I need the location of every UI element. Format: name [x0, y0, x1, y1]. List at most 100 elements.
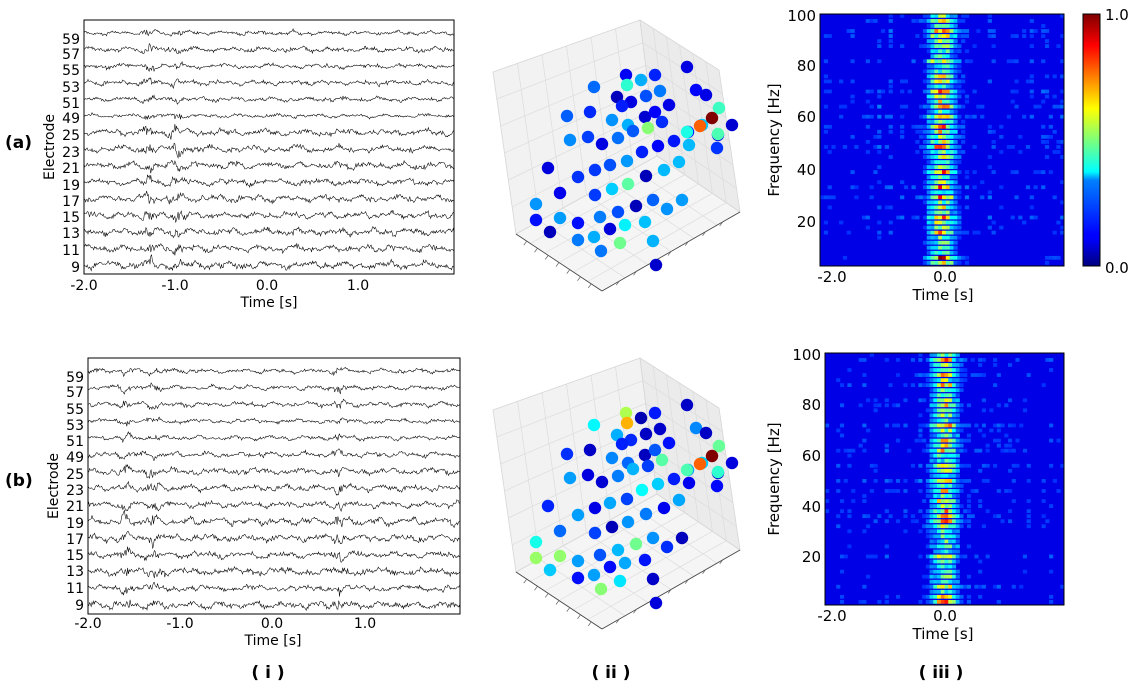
spectrogram-cell — [951, 484, 957, 488]
spectrogram-cell — [978, 428, 983, 433]
spectrogram-cell — [888, 383, 893, 388]
spectrogram-cell — [1056, 438, 1061, 443]
spectrogram-cell — [1006, 114, 1012, 119]
spectrogram-cell — [873, 468, 878, 473]
spectrogram-cell — [942, 84, 947, 89]
scatter3d-tick — [684, 579, 689, 584]
spectrogram-cell — [922, 134, 928, 139]
spectrogram-cell — [877, 165, 882, 169]
spectrogram-cell — [926, 200, 931, 205]
spectrogram-cell — [925, 584, 930, 589]
spectrogram-cell — [1010, 34, 1015, 38]
spectrogram-cell — [926, 190, 931, 195]
spectrogram-cell — [944, 519, 949, 524]
spectrogram-cell — [933, 393, 938, 398]
spectrogram-cell — [934, 250, 939, 255]
spectrogram-cell — [895, 594, 901, 599]
spectrogram-cell — [944, 594, 949, 599]
spectrogram-cell — [918, 463, 923, 468]
spectrogram-cell — [869, 489, 874, 493]
spectrogram-cell — [955, 363, 960, 367]
spectrogram-cell — [955, 398, 960, 403]
spectrogram-cell — [926, 69, 931, 74]
spectrogram-cell — [953, 64, 958, 69]
spectrogram-cell — [930, 235, 935, 240]
spectrogram-cell — [959, 524, 964, 529]
spectrogram-cell — [1025, 185, 1031, 190]
spectrogram-cell — [918, 398, 923, 403]
electrode-point — [595, 475, 609, 489]
scatter3d-gridline — [512, 471, 655, 546]
spectrogram-cell — [922, 170, 928, 175]
spectrogram-cell — [951, 393, 957, 398]
electrode-tick-label: 13 — [66, 564, 84, 580]
spectrogram-cell — [987, 14, 992, 18]
spectrogram-cell — [907, 448, 912, 453]
spectrogram-cell — [942, 180, 947, 185]
spectrogram-cell — [865, 225, 870, 230]
spectrogram-cell — [926, 44, 931, 49]
spectrogram-cell — [949, 170, 954, 175]
spectrogram-cell — [823, 145, 829, 149]
spectrogram-cell — [925, 489, 930, 493]
spectrogram-cell — [926, 104, 931, 109]
spectrogram-cell — [942, 124, 947, 129]
electrode-point — [660, 202, 674, 216]
spectrogram-cell — [934, 165, 939, 169]
spectrogram-cell — [944, 554, 949, 559]
spectrogram-cell — [925, 448, 930, 453]
spectrogram-cell — [940, 599, 945, 604]
spectrogram-cell — [873, 479, 878, 483]
spectrogram-cell — [884, 145, 890, 149]
spectrogram-cell — [944, 463, 949, 468]
spectrogram-cell — [949, 165, 954, 169]
spectrogram-cell — [1007, 443, 1013, 448]
spectrogram-cell — [937, 453, 942, 458]
spectrogram-cell — [966, 509, 972, 514]
spectrogram-cell — [957, 145, 962, 149]
spectrogram-cell — [925, 534, 930, 539]
spectrogram-cell — [918, 358, 923, 362]
spectrogram-cell — [944, 479, 949, 483]
spectrogram-cell — [877, 403, 882, 408]
time-tick-label: -1.0 — [166, 616, 193, 632]
spectrogram-cell — [865, 140, 870, 144]
scatter3d-tick — [523, 578, 528, 584]
spectrogram-cell — [839, 599, 845, 604]
spectrogram-cell — [869, 195, 874, 200]
spectrogram-cell — [963, 448, 968, 453]
spectrogram-cell — [942, 185, 947, 190]
spectrogram-cell — [985, 554, 990, 559]
spectrogram-cell — [933, 428, 938, 433]
spectrogram-cell — [930, 99, 935, 104]
spectrogram-cell — [961, 39, 966, 43]
spectrogram-cell — [964, 175, 970, 180]
spectrogram-cell — [985, 448, 990, 453]
spectrogram-cell — [843, 448, 848, 453]
spectrogram-cell — [933, 468, 938, 473]
spectrogram-cell — [981, 358, 986, 362]
spectrogram-cell — [944, 378, 949, 382]
spectrogram-cell — [948, 564, 953, 569]
spectrogram-cell — [966, 519, 972, 524]
spectrogram-cell — [944, 403, 949, 408]
spectrogram-cell — [827, 185, 832, 190]
electrode-point — [611, 543, 625, 557]
electrode-point — [653, 422, 667, 436]
electrode-tick-label: 21 — [66, 499, 84, 515]
electrode-point — [560, 109, 574, 123]
spectrogram-cell — [951, 463, 957, 468]
spectrogram-cell — [940, 534, 945, 539]
spectrogram-cell — [922, 79, 928, 84]
spectrogram-cell — [944, 569, 949, 574]
spectrogram-cell — [1060, 34, 1065, 38]
electrode-point — [660, 540, 674, 554]
spectrogram-cell — [948, 383, 953, 388]
scatter3d-tick — [615, 618, 620, 624]
spectrogram-cell — [948, 358, 953, 362]
spectrogram-cell — [953, 145, 958, 149]
spectrogram-cell — [966, 403, 972, 408]
spectrogram-cell — [942, 74, 947, 79]
spectrogram-cell — [933, 388, 938, 393]
spectrogram-cell — [974, 373, 979, 377]
